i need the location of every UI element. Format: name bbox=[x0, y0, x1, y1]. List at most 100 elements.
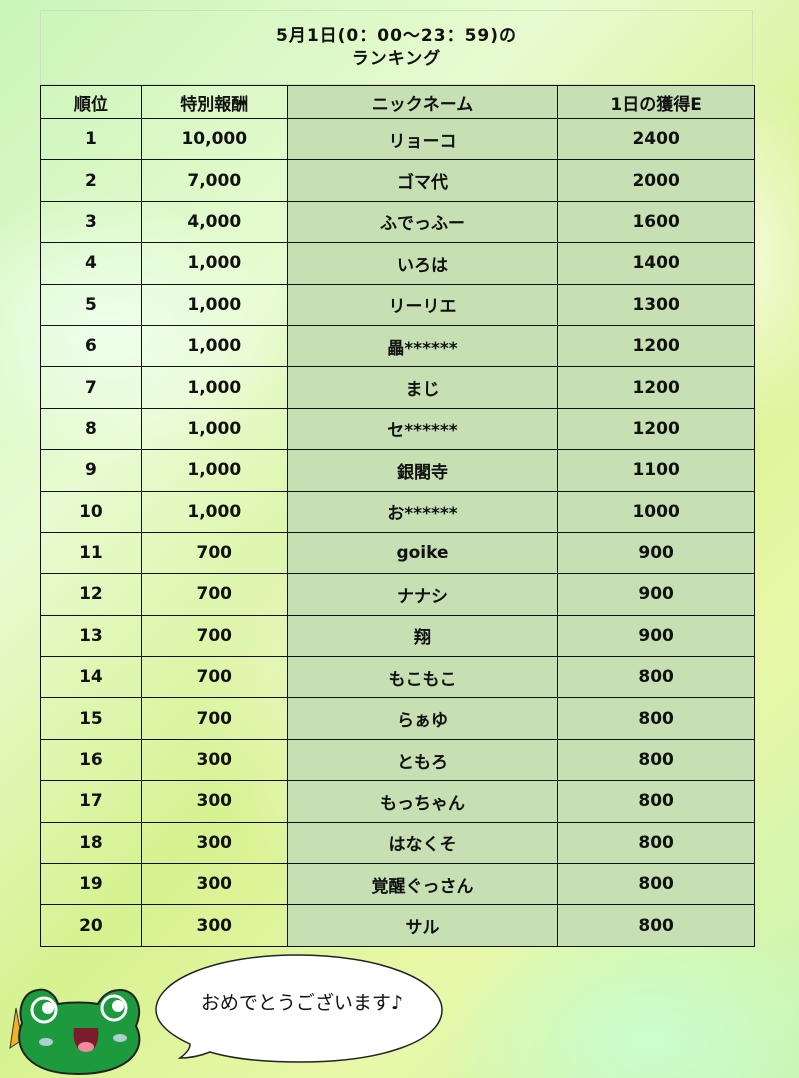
reward-cell: 300 bbox=[140, 904, 288, 947]
rank-cell: 12 bbox=[40, 573, 142, 616]
table-row: 2 7,000 ゴマ代 2000 bbox=[40, 159, 755, 202]
daily-e-cell: 900 bbox=[557, 531, 755, 575]
rank-cell: 10 bbox=[40, 490, 142, 533]
nickname-cell: はなくそ bbox=[286, 821, 559, 865]
rank-cell: 15 bbox=[40, 697, 142, 740]
rank-cell: 9 bbox=[40, 449, 142, 492]
daily-e-cell: 1200 bbox=[557, 407, 755, 451]
rank-cell: 4 bbox=[40, 242, 142, 285]
reward-cell: 300 bbox=[140, 821, 288, 865]
frog-mascot-icon bbox=[9, 988, 141, 1076]
nickname-cell: 覚醒ぐっさん bbox=[286, 863, 559, 906]
rank-cell: 18 bbox=[40, 821, 142, 865]
reward-cell: 300 bbox=[140, 780, 288, 823]
title-line-1: 5月1日(0：00～23：59)の bbox=[276, 26, 517, 46]
table-row: 19 300 覚醒ぐっさん 800 bbox=[40, 863, 755, 906]
reward-cell: 1,000 bbox=[140, 449, 288, 492]
daily-e-cell: 900 bbox=[557, 573, 755, 616]
rank-cell: 14 bbox=[40, 656, 142, 699]
daily-e-cell: 1400 bbox=[557, 242, 755, 285]
table-row: 18 300 はなくそ 800 bbox=[40, 821, 755, 865]
table-row: 10 1,000 お****** 1000 bbox=[40, 490, 755, 533]
nickname-cell: ふでっふー bbox=[286, 200, 559, 244]
nickname-cell: セ****** bbox=[286, 407, 559, 451]
daily-e-cell: 1600 bbox=[557, 200, 755, 244]
header-rank: 順位 bbox=[40, 85, 142, 119]
table-row: 20 300 サル 800 bbox=[40, 904, 755, 947]
header-reward: 特別報酬 bbox=[140, 85, 288, 119]
ranking-table: 順位 特別報酬 ニックネーム 1日の獲得E 1 10,000 リョーコ 2400 2 7,… bbox=[40, 85, 755, 947]
daily-e-cell: 800 bbox=[557, 697, 755, 740]
daily-e-cell: 800 bbox=[557, 904, 755, 947]
daily-e-cell: 1200 bbox=[557, 366, 755, 409]
speech-bubble bbox=[155, 954, 443, 1063]
rank-cell: 19 bbox=[40, 863, 142, 906]
table-row: 3 4,000 ふでっふー 1600 bbox=[40, 200, 755, 244]
daily-e-cell: 2000 bbox=[557, 159, 755, 202]
congratulations-message: おめでとうございます♪ bbox=[200, 992, 404, 1014]
table-row: 5 1,000 リーリエ 1300 bbox=[40, 283, 755, 326]
nickname-cell: 銀閣寺 bbox=[286, 449, 559, 492]
nickname-cell: もっちゃん bbox=[286, 780, 559, 823]
daily-e-cell: 800 bbox=[557, 738, 755, 782]
reward-cell: 1,000 bbox=[140, 407, 288, 451]
reward-cell: 1,000 bbox=[140, 242, 288, 285]
rank-cell: 16 bbox=[40, 738, 142, 782]
nickname-cell: goike bbox=[286, 531, 559, 575]
rank-cell: 13 bbox=[40, 614, 142, 658]
daily-e-cell: 900 bbox=[557, 614, 755, 658]
daily-e-cell: 800 bbox=[557, 656, 755, 699]
table-row: 7 1,000 まじ 1200 bbox=[40, 366, 755, 409]
nickname-cell: ゴマ代 bbox=[286, 159, 559, 202]
rank-cell: 20 bbox=[40, 904, 142, 947]
reward-cell: 10,000 bbox=[140, 117, 288, 161]
reward-cell: 1,000 bbox=[140, 324, 288, 368]
nickname-cell: リョーコ bbox=[286, 117, 559, 161]
rank-cell: 2 bbox=[40, 159, 142, 202]
nickname-cell: いろは bbox=[286, 242, 559, 285]
reward-cell: 300 bbox=[140, 738, 288, 782]
table-row: 16 300 ともろ 800 bbox=[40, 738, 755, 782]
rank-cell: 17 bbox=[40, 780, 142, 823]
daily-e-cell: 1300 bbox=[557, 283, 755, 326]
daily-e-cell: 1200 bbox=[557, 324, 755, 368]
nickname-cell: お****** bbox=[286, 490, 559, 533]
nickname-cell: ナナシ bbox=[286, 573, 559, 616]
table-row: 6 1,000 畾****** 1200 bbox=[40, 324, 755, 368]
table-row: 11 700 goike 900 bbox=[40, 531, 755, 575]
reward-cell: 700 bbox=[140, 573, 288, 616]
table-row: 8 1,000 セ****** 1200 bbox=[40, 407, 755, 451]
ranking-title: 5月1日(0：00～23：59)の ランキング bbox=[40, 10, 753, 85]
rank-cell: 8 bbox=[40, 407, 142, 451]
table-row: 13 700 翔 900 bbox=[40, 614, 755, 658]
reward-cell: 1,000 bbox=[140, 283, 288, 326]
table-row: 12 700 ナナシ 900 bbox=[40, 573, 755, 616]
nickname-cell: リーリエ bbox=[286, 283, 559, 326]
title-line-2: ランキング bbox=[351, 49, 442, 69]
nickname-cell: まじ bbox=[286, 366, 559, 409]
daily-e-cell: 2400 bbox=[557, 117, 755, 161]
header-row: 順位 特別報酬 ニックネーム 1日の獲得E bbox=[40, 85, 755, 119]
reward-cell: 700 bbox=[140, 531, 288, 575]
nickname-cell: ともろ bbox=[286, 738, 559, 782]
reward-cell: 1,000 bbox=[140, 490, 288, 533]
rank-cell: 3 bbox=[40, 200, 142, 244]
reward-cell: 700 bbox=[140, 697, 288, 740]
reward-cell: 300 bbox=[140, 863, 288, 906]
reward-cell: 700 bbox=[140, 614, 288, 658]
daily-e-cell: 1000 bbox=[557, 490, 755, 533]
daily-e-cell: 1100 bbox=[557, 449, 755, 492]
daily-e-cell: 800 bbox=[557, 821, 755, 865]
table-row: 1 10,000 リョーコ 2400 bbox=[40, 117, 755, 161]
table-row: 14 700 もこもこ 800 bbox=[40, 656, 755, 699]
table-row: 17 300 もっちゃん 800 bbox=[40, 780, 755, 823]
rank-cell: 6 bbox=[40, 324, 142, 368]
table-row: 9 1,000 銀閣寺 1100 bbox=[40, 449, 755, 492]
table-row: 15 700 らぁゆ 800 bbox=[40, 697, 755, 740]
rank-cell: 7 bbox=[40, 366, 142, 409]
reward-cell: 1,000 bbox=[140, 366, 288, 409]
rank-cell: 1 bbox=[40, 117, 142, 161]
nickname-cell: もこもこ bbox=[286, 656, 559, 699]
table-row: 4 1,000 いろは 1400 bbox=[40, 242, 755, 285]
reward-cell: 7,000 bbox=[140, 159, 288, 202]
